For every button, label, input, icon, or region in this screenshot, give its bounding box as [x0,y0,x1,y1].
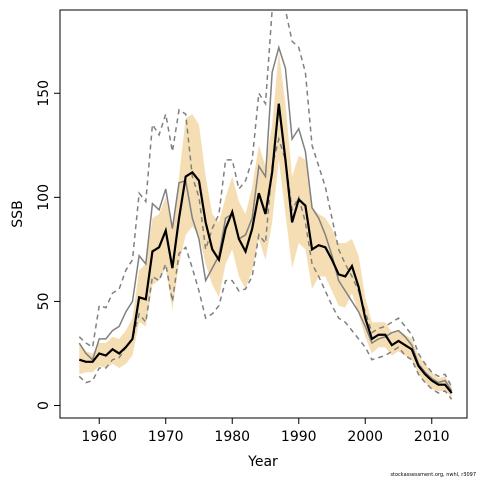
y-axis-label: SSB [10,200,26,227]
x-axis-label: Year [247,454,278,470]
y-tick-label: 0 [36,401,52,410]
x-tick-label: 1990 [281,429,317,445]
y-tick-label: 100 [36,184,52,211]
x-tick-label: 1970 [148,429,184,445]
x-tick-label: 2010 [414,429,450,445]
y-tick-label: 150 [36,80,52,107]
x-tick-label: 1980 [214,429,250,445]
series-line [78,10,453,388]
series-line [78,44,453,392]
x-tick-label: 2000 [347,429,383,445]
plot-frame [59,9,468,419]
series-line [78,136,453,400]
plot-area [78,10,453,400]
series-line [78,103,453,394]
y-tick-label: 50 [36,293,52,311]
footnote: stockassessment.org, nwhl, r3097 [390,472,476,478]
x-tick-label: 1960 [81,429,117,445]
